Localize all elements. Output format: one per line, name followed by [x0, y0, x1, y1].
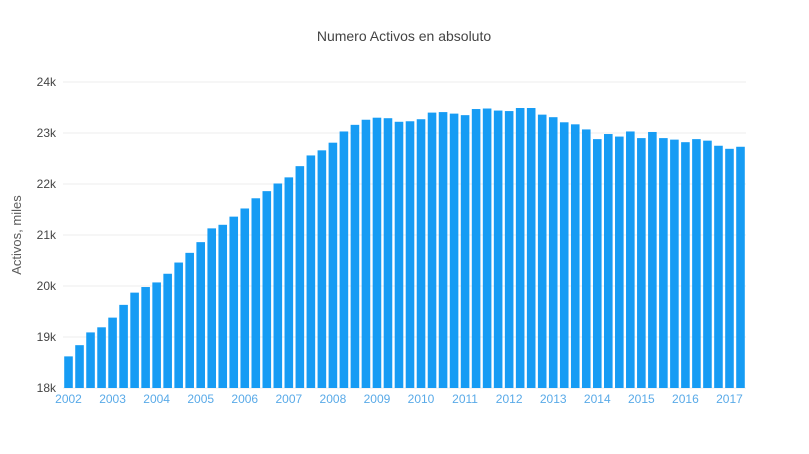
- x-tick-2005: 2005: [187, 392, 214, 406]
- bar-2006T3[interactable]: [262, 191, 272, 388]
- bar-2004T1[interactable]: [152, 282, 161, 388]
- x-tick-2006: 2006: [231, 392, 258, 406]
- bar-2015T4[interactable]: [670, 139, 679, 388]
- bar-2017T1[interactable]: [725, 148, 734, 388]
- chart-title: Numero Activos en absoluto: [317, 28, 492, 44]
- x-tick-2011: 2011: [452, 392, 478, 406]
- bar-2012T1[interactable]: [504, 111, 514, 388]
- x-tick-2008: 2008: [320, 392, 347, 406]
- bar-2002T2[interactable]: [75, 345, 84, 388]
- bars-layer: [64, 108, 745, 389]
- y-tick-24k: 24k: [37, 75, 57, 89]
- bar-2010T3[interactable]: [438, 112, 448, 388]
- x-tick-2010: 2010: [408, 392, 435, 406]
- bar-2009T2[interactable]: [383, 118, 393, 389]
- bar-2011T1[interactable]: [460, 115, 470, 389]
- bar-2016T1[interactable]: [681, 142, 690, 388]
- x-tick-2012: 2012: [496, 392, 523, 406]
- y-tick-18k: 18k: [37, 381, 57, 395]
- x-tick-2016: 2016: [672, 392, 699, 406]
- y-tick-21k: 21k: [37, 228, 57, 242]
- bar-2006T1[interactable]: [240, 208, 250, 388]
- bar-2010T2[interactable]: [427, 112, 437, 388]
- bar-2013T4[interactable]: [581, 129, 591, 388]
- bar-2012T2[interactable]: [515, 108, 525, 388]
- x-tick-2004: 2004: [143, 392, 170, 406]
- bar-2016T4[interactable]: [714, 145, 723, 388]
- y-tick-23k: 23k: [37, 126, 57, 140]
- bar-2013T3[interactable]: [570, 124, 580, 388]
- x-tick-2015: 2015: [628, 392, 655, 406]
- bar-2007T4[interactable]: [317, 150, 327, 388]
- bar-2011T3[interactable]: [482, 108, 492, 389]
- bar-2003T3[interactable]: [130, 292, 139, 388]
- bar-2005T2[interactable]: [207, 228, 217, 388]
- bar-2008T1[interactable]: [328, 142, 338, 388]
- bar-2009T4[interactable]: [405, 121, 415, 389]
- bar-2003T4[interactable]: [141, 287, 150, 388]
- bar-2002T4[interactable]: [97, 327, 106, 388]
- bar-2004T3[interactable]: [174, 262, 183, 388]
- bar-2009T3[interactable]: [394, 121, 404, 388]
- bar-2007T3[interactable]: [306, 155, 316, 388]
- y-tick-20k: 20k: [37, 279, 57, 293]
- bar-2008T2[interactable]: [339, 131, 349, 388]
- bar-2006T4[interactable]: [273, 183, 283, 388]
- bar-2004T2[interactable]: [163, 273, 172, 388]
- x-tick-2003: 2003: [99, 392, 126, 406]
- bar-2008T3[interactable]: [350, 124, 360, 388]
- bar-2011T4[interactable]: [493, 110, 503, 388]
- bar-2008T4[interactable]: [361, 119, 371, 389]
- bar-2002T1[interactable]: [64, 356, 73, 388]
- bar-2014T1[interactable]: [592, 139, 602, 388]
- bar-2014T3[interactable]: [615, 136, 624, 388]
- bar-2009T1[interactable]: [372, 117, 382, 388]
- bar-2005T4[interactable]: [229, 216, 239, 388]
- bar-2005T3[interactable]: [218, 224, 228, 388]
- bar-2010T1[interactable]: [416, 119, 426, 388]
- x-tick-2013: 2013: [540, 392, 567, 406]
- x-tick-2009: 2009: [364, 392, 391, 406]
- bar-2007T2[interactable]: [295, 166, 305, 388]
- bar-2004T4[interactable]: [185, 252, 194, 388]
- x-tick-2002: 2002: [55, 392, 82, 406]
- x-tick-2007: 2007: [275, 392, 302, 406]
- x-axis-tick-labels: 2002 2003 2004 2005 2006 2007 2008 2009 2010 2011…: [55, 392, 743, 406]
- y-axis-tick-labels: 18k 19k 20k 21k 22k 23k 24k: [37, 75, 57, 395]
- bar-2015T1[interactable]: [637, 138, 646, 388]
- bar-2013T1[interactable]: [548, 117, 558, 388]
- bar-2016T3[interactable]: [703, 140, 712, 388]
- y-tick-22k: 22k: [37, 177, 57, 191]
- bar-2005T1[interactable]: [196, 242, 205, 388]
- bar-2015T3[interactable]: [659, 138, 668, 388]
- bar-2002T3[interactable]: [86, 332, 95, 388]
- y-tick-19k: 19k: [37, 330, 57, 344]
- bar-2017T2[interactable]: [736, 146, 745, 388]
- bar-2013T2[interactable]: [559, 122, 569, 388]
- bar-2003T2[interactable]: [119, 304, 128, 388]
- bar-2012T4[interactable]: [537, 114, 547, 388]
- bar-2015T2[interactable]: [648, 131, 657, 389]
- bar-2010T4[interactable]: [449, 113, 459, 389]
- bar-2016T2[interactable]: [692, 139, 701, 388]
- bar-2006T2[interactable]: [251, 198, 261, 388]
- bar-2007T1[interactable]: [284, 177, 294, 388]
- bar-2011T2[interactable]: [471, 109, 481, 388]
- x-tick-2017: 2017: [716, 392, 743, 406]
- bar-2014T4[interactable]: [626, 131, 635, 388]
- bar-2014T2[interactable]: [604, 134, 613, 388]
- bar-2012T3[interactable]: [526, 108, 536, 388]
- x-tick-2014: 2014: [584, 392, 611, 406]
- bar-2003T1[interactable]: [108, 317, 117, 388]
- y-axis-title: Activos, miles: [9, 195, 24, 275]
